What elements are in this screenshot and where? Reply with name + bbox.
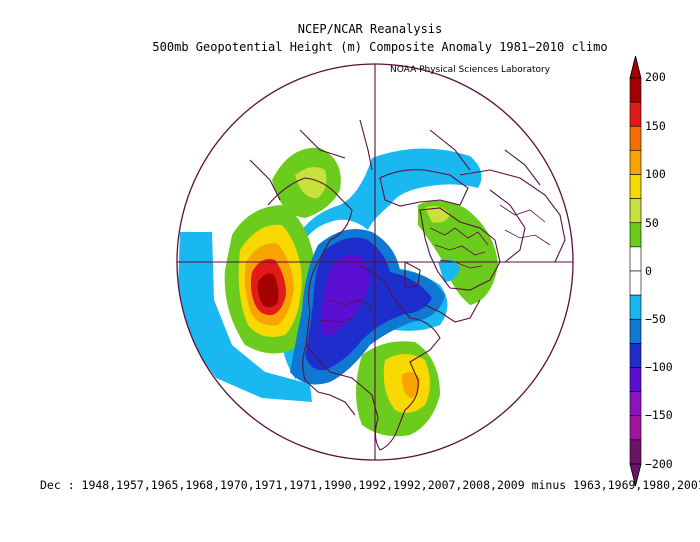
colorbar-segment bbox=[629, 391, 642, 417]
colorbar-arrow-top bbox=[629, 55, 642, 79]
colorbar-segment bbox=[629, 439, 642, 465]
colorbar-segment bbox=[629, 174, 642, 199]
colorbar-segment bbox=[629, 415, 642, 441]
colorbar-segment bbox=[629, 294, 642, 320]
colorbar-segment bbox=[629, 101, 642, 127]
anomaly-negative-tibet bbox=[438, 259, 460, 282]
colorbar-segment bbox=[629, 222, 642, 248]
credit-label: NOAA Physical Sciences Laboratory bbox=[390, 65, 551, 75]
colorbar-tick: 0 bbox=[645, 264, 652, 278]
colorbar-segment bbox=[629, 270, 642, 296]
colorbar bbox=[629, 55, 642, 487]
anomaly-positive-europe bbox=[418, 200, 498, 305]
colorbar-segment bbox=[629, 367, 642, 392]
colorbar-segment bbox=[629, 150, 642, 175]
title-line-1: NCEP/NCAR Reanalysis bbox=[297, 22, 443, 36]
colorbar-tick: −50 bbox=[645, 312, 666, 326]
colorbar-tick: 200 bbox=[645, 70, 666, 84]
borders bbox=[319, 204, 551, 323]
colorbar-tick: −150 bbox=[645, 408, 673, 422]
composite-years-footer: Dec : 1948,1957,1965,1968,1970,1971,1971… bbox=[40, 478, 700, 492]
colorbar-segment bbox=[629, 77, 642, 103]
colorbar-segment bbox=[629, 343, 642, 368]
colorbar-tick: 50 bbox=[645, 216, 659, 230]
anomaly-positive-alaska-inner bbox=[295, 166, 327, 199]
colorbar-arrow-bottom bbox=[629, 463, 642, 487]
colorbar-tick: −100 bbox=[645, 360, 673, 374]
colorbar-tick: 100 bbox=[645, 167, 666, 181]
colorbar-segment bbox=[629, 198, 642, 224]
colorbar-segment bbox=[629, 125, 642, 151]
colorbar-tick: −200 bbox=[645, 457, 673, 471]
anomaly-negative-canada-core bbox=[321, 254, 370, 336]
anomaly-negative-light-pacific bbox=[178, 232, 312, 402]
anomaly-positive-pacific-core bbox=[257, 273, 279, 308]
title-line-2: 500mb Geopotential Height (m) Composite … bbox=[152, 40, 608, 54]
coastlines bbox=[249, 119, 566, 451]
colorbar-segment bbox=[629, 246, 642, 272]
anomaly-positive-east-us-orange bbox=[402, 372, 420, 398]
colorbar-tick: 150 bbox=[645, 119, 666, 133]
anomaly-negative-light-arctic bbox=[279, 148, 482, 380]
colorbar-segment bbox=[629, 318, 642, 344]
